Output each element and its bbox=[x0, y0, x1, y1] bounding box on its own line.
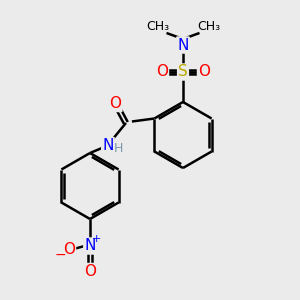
Text: S: S bbox=[178, 64, 188, 80]
Text: O: O bbox=[84, 264, 96, 279]
Text: −: − bbox=[55, 248, 66, 262]
Text: O: O bbox=[198, 64, 210, 80]
Text: O: O bbox=[110, 96, 122, 111]
Text: N: N bbox=[102, 138, 114, 153]
Text: CH₃: CH₃ bbox=[146, 20, 169, 34]
Text: H: H bbox=[114, 142, 123, 155]
Text: CH₃: CH₃ bbox=[197, 20, 220, 34]
Text: O: O bbox=[63, 242, 75, 256]
Text: N: N bbox=[84, 238, 96, 253]
Text: +: + bbox=[92, 233, 101, 244]
Text: N: N bbox=[177, 38, 189, 52]
Text: O: O bbox=[156, 64, 168, 80]
